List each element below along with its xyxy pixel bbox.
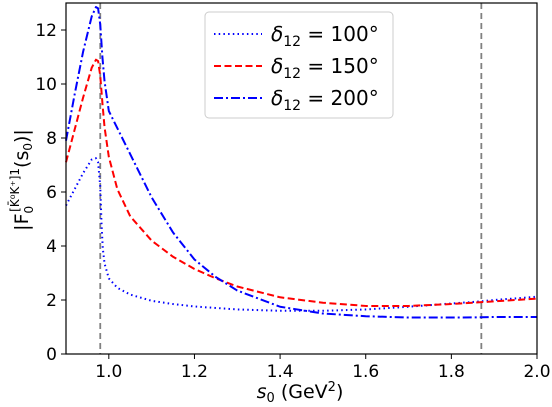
plot-frame	[65, 2, 538, 355]
legend-label-1: δ12 = 100°	[271, 22, 379, 50]
legend-box	[204, 11, 394, 119]
series-line-2	[65, 58, 538, 307]
x-tick-label: 1.6	[352, 362, 379, 382]
y-tick-label: 12	[35, 21, 57, 41]
x-tick-label: 1.4	[267, 362, 294, 382]
x-tick-label: 2.0	[523, 362, 550, 382]
x-tick-label: 1.0	[95, 362, 122, 382]
x-axis-ticks: 1.0 1.2 1.4 1.6 1.8 2.0	[95, 354, 551, 382]
y-tick-label: 6	[46, 183, 57, 203]
x-tick-label: 1.2	[181, 362, 208, 382]
y-tick-label: 2	[46, 291, 57, 311]
legend: δ12 = 100° δ12 = 150° δ12 = 200°	[204, 11, 394, 119]
vertical-reference-lines	[99, 3, 483, 354]
y-tick-label: 10	[35, 75, 57, 95]
series-line-3	[65, 6, 537, 319]
x-axis-label: s0 (GeV2)	[257, 380, 344, 406]
series-lines	[65, 6, 538, 319]
legend-label-3: δ12 = 200°	[271, 86, 379, 114]
legend-label-2: δ12 = 150°	[271, 54, 379, 82]
x-tick-label: 1.8	[438, 362, 465, 382]
y-tick-label: 8	[46, 129, 57, 149]
y-axis-label: |F0[K̄⁰K⁺]1(s0)|	[8, 129, 36, 231]
y-tick-label: 4	[46, 237, 57, 257]
series-line-1	[65, 157, 538, 312]
y-tick-label: 0	[46, 345, 57, 365]
legend-entries: δ12 = 100° δ12 = 150° δ12 = 200°	[214, 22, 379, 114]
y-axis-ticks: 0 2 4 6 8 10 12	[35, 21, 66, 365]
